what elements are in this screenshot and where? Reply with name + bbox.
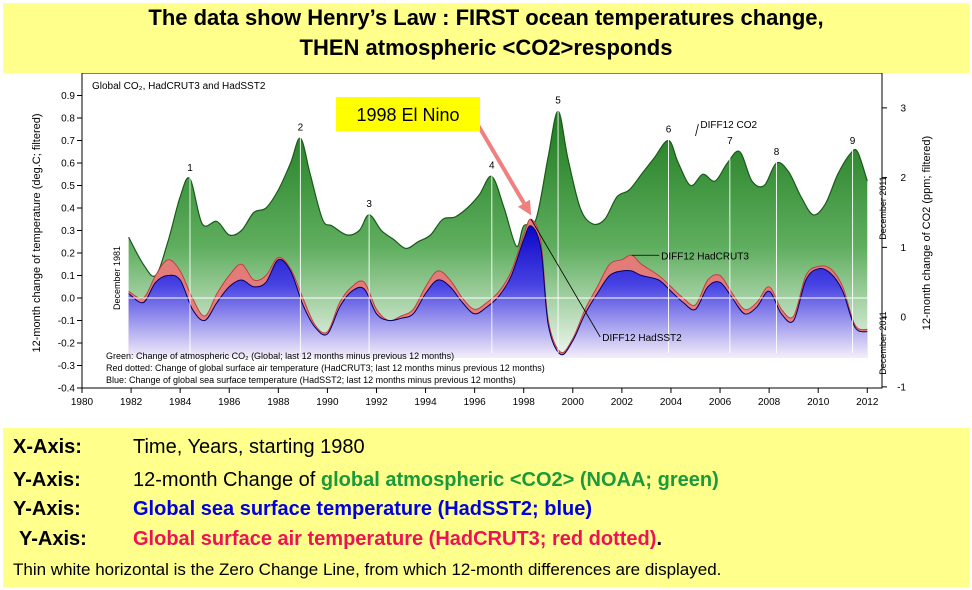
left-axis-label: 12-month change of temperature (deg.C; f… — [31, 113, 43, 352]
chart-container: 1980 1982 1984 1986 1988 1990 1992 1994 1996 1998… — [0, 72, 972, 428]
x-axis-text: Time, Years, starting 1980 — [133, 436, 365, 458]
left-tick-label: -0.1 — [58, 316, 76, 327]
note-blue: Blue: Change of global sea surface tempe… — [106, 375, 516, 385]
axis-legend-box: X-Axis: Time, Years, starting 1980 Y-Axis… — [3, 428, 969, 587]
left-tick-label: -0.3 — [58, 361, 76, 372]
right-tick-label: 1 — [900, 243, 906, 254]
chart-inner-title: Global CO₂, HadCRUT3 and HadSST2 — [92, 81, 266, 92]
left-tick-label: 0.7 — [61, 136, 75, 147]
x-tick-label: 2012 — [856, 397, 879, 408]
left-tick-label: 0.0 — [61, 294, 75, 305]
left-tick-label: -0.4 — [58, 384, 76, 395]
x-tick-label: 1994 — [414, 397, 437, 408]
x-axis-description: X-Axis: Time, Years, starting 1980 — [13, 434, 365, 461]
title-banner: The data show Henry’s Law : FIRST ocean … — [3, 3, 969, 73]
right-tick-label: -1 — [897, 382, 906, 393]
y-axis-air-description: Y-Axis: Global surface air temperature (H… — [19, 526, 662, 553]
y-axis-co2-plain: 12-month Change of — [133, 469, 321, 491]
right-axis-label: 12-month change of CO2 (ppm; filtered) — [921, 136, 933, 330]
y-axis-sst-tag: Y-Axis: — [13, 498, 81, 520]
peak-label-3: 3 — [366, 199, 372, 210]
hadsst2-line — [128, 225, 868, 356]
left-tick-label: 0.2 — [61, 249, 75, 260]
note-december-2011-bottom: December 2011 — [878, 311, 888, 374]
peak-label-4: 4 — [489, 161, 495, 172]
x-tick-label: 1986 — [218, 397, 241, 408]
x-axis-tag: X-Axis: — [13, 436, 82, 458]
hadsst2-series-label: DIFF12 HadSST2 — [602, 333, 682, 344]
note-december-2011-top: December 2011 — [878, 176, 888, 239]
y-axis-co2-description: Y-Axis: 12-month Change of global atmosph… — [13, 467, 719, 494]
peak-label-2: 2 — [298, 122, 304, 133]
x-tick-label: 2010 — [807, 397, 830, 408]
left-tick-label: 0.3 — [61, 226, 75, 237]
x-tick-label: 2000 — [562, 397, 585, 408]
peak-label-1: 1 — [187, 163, 193, 174]
x-tick-label: 2004 — [660, 397, 683, 408]
y-axis-air-colored: Global surface air temperature (HadCRUT3… — [133, 528, 657, 550]
peak-label-6: 6 — [666, 125, 672, 136]
x-tick-label: 2002 — [611, 397, 634, 408]
y-axis-co2-colored: global atmospheric <CO2> (NOAA; green) — [320, 469, 719, 491]
note-december-1981: December 1981 — [112, 246, 122, 310]
note-green: Green: Change of atmospheric CO₂ (Global… — [106, 351, 454, 361]
left-tick-label: 0.4 — [61, 204, 75, 215]
co2-line — [128, 110, 868, 277]
chart-svg: 1980 1982 1984 1986 1988 1990 1992 1994 1996 1998… — [31, 72, 933, 408]
el-nino-arrow — [476, 123, 526, 205]
y-axis-air-tail: . — [656, 528, 662, 550]
el-nino-box — [336, 97, 480, 131]
right-tick-label: 0 — [900, 313, 906, 324]
hadcrut3-series-label: DIFF12 HadCRUT3 — [661, 251, 749, 262]
el-nino-arrowhead — [517, 199, 532, 216]
el-nino-callout: 1998 El Nino — [336, 97, 532, 216]
left-tick-label: 0.9 — [61, 91, 75, 102]
left-tick-label: 0.1 — [61, 271, 75, 282]
title-line-1: The data show Henry’s Law : FIRST ocean … — [148, 5, 824, 30]
x-tick-label: 1996 — [464, 397, 487, 408]
x-tick-label: 1980 — [71, 397, 94, 408]
right-tick-label: 3 — [900, 103, 906, 114]
left-tick-label: -0.2 — [58, 339, 76, 350]
x-tick-label: 1982 — [120, 397, 143, 408]
title-line-2: THEN atmospheric <CO2>responds — [299, 35, 673, 60]
x-tick-label: 1998 — [513, 397, 536, 408]
y-axis-co2-tag: Y-Axis: — [13, 469, 81, 491]
x-tick-label: 2006 — [709, 397, 732, 408]
x-tick-label: 1990 — [316, 397, 339, 408]
co2-series-label: DIFF12 CO2 — [700, 120, 757, 131]
co2-series-label-leader — [695, 123, 699, 137]
x-tick-label: 1984 — [169, 397, 192, 408]
note-red: Red dotted: Change of global surface air… — [106, 363, 545, 373]
peak-label-9: 9 — [850, 136, 856, 147]
right-tick-label: 2 — [900, 173, 906, 184]
x-tick-label: 1988 — [267, 397, 290, 408]
x-tick-label: 2008 — [758, 397, 781, 408]
left-tick-label: 0.5 — [61, 181, 75, 192]
hadsst2-series-label-leader — [530, 219, 601, 338]
el-nino-text: 1998 El Nino — [356, 105, 459, 125]
left-tick-label: 0.8 — [61, 114, 75, 125]
zero-line-footnote: Thin white horizontal is the Zero Change… — [13, 560, 722, 579]
y-axis-air-tag: Y-Axis: — [19, 528, 87, 550]
peak-label-8: 8 — [774, 147, 780, 158]
y-axis-sst-description: Y-Axis: Global sea surface temperature (H… — [13, 496, 592, 523]
x-tick-label: 1992 — [365, 397, 388, 408]
left-tick-label: 0.6 — [61, 159, 75, 170]
hadcrut3-line — [128, 218, 868, 354]
y-axis-sst-colored: Global sea surface temperature (HadSST2;… — [133, 498, 593, 520]
peak-label-7: 7 — [727, 136, 733, 147]
peak-label-5: 5 — [555, 95, 561, 106]
